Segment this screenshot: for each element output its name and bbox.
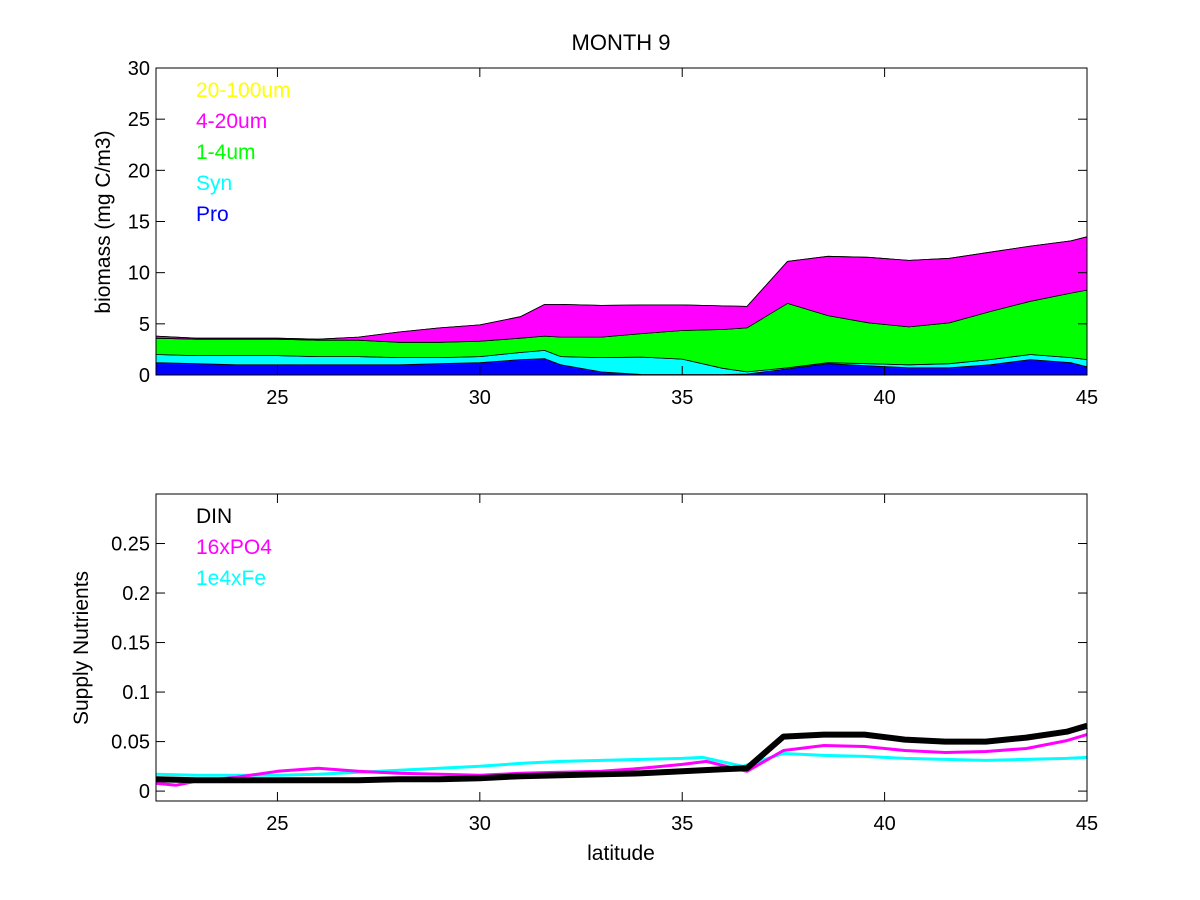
line-din <box>155 722 1088 784</box>
nutrients-plot-frame <box>155 493 1088 802</box>
biomass-y-tick-label: 15 <box>128 212 150 234</box>
biomass-axis-ticks: 25 30 35 40 45 0 5 10 15 20 25 30 <box>128 58 1098 409</box>
biomass-y-tick-label: 30 <box>128 58 150 80</box>
nutrients-legend-entry-16xpo4: 16xPO4 <box>196 536 272 559</box>
biomass-x-tick-label: 40 <box>873 387 895 409</box>
biomass-y-axis-label: biomass (mg C/m3) <box>92 130 115 313</box>
biomass-legend-entry-pro: Pro <box>196 203 229 226</box>
biomass-x-tick-label: 35 <box>671 387 693 409</box>
nutrients-x-tick-label: 45 <box>1076 813 1098 835</box>
nutrients-axis-ticks: 25 30 35 40 45 0 0.05 0.1 0.15 0.2 0.25 <box>111 494 1098 835</box>
biomass-y-tick-label: 10 <box>128 263 150 285</box>
biomass-x-tick-label: 30 <box>469 387 491 409</box>
nutrients-line-series <box>155 722 1088 787</box>
nutrients-legend: DIN 16xPO4 1e4xFe <box>196 505 272 590</box>
nutrients-legend-entry-din: DIN <box>196 505 232 528</box>
biomass-y-tick-label: 5 <box>139 314 150 336</box>
biomass-x-tick-label: 25 <box>266 387 288 409</box>
nutrients-legend-entry-1e4xfe: 1e4xFe <box>196 567 266 590</box>
line-1e4xfe <box>155 752 1088 777</box>
biomass-legend: 20-100um 4-20um 1-4um Syn Pro <box>196 79 291 226</box>
biomass-axes: 25 30 35 40 45 0 5 10 15 20 25 30 biomass (mg C/m3)… <box>92 58 1098 409</box>
nutrients-y-tick-label: 0.1 <box>122 682 150 704</box>
biomass-y-tick-label: 0 <box>139 365 150 387</box>
biomass-area-layers <box>155 236 1088 376</box>
nutrients-x-tick-label: 25 <box>266 813 288 835</box>
nutrients-y-tick-label: 0.15 <box>111 633 150 655</box>
nutrients-y-tick-label: 0.25 <box>111 534 150 556</box>
nutrients-y-tick-label: 0 <box>139 781 150 803</box>
line-16xpo4 <box>155 733 1088 787</box>
biomass-y-tick-label: 20 <box>128 160 150 182</box>
biomass-legend-entry-syn: Syn <box>196 172 232 195</box>
biomass-legend-entry-1-4um: 1-4um <box>196 141 256 164</box>
nutrients-x-tick-label: 30 <box>469 813 491 835</box>
nutrients-x-tick-label: 40 <box>873 813 895 835</box>
biomass-x-tick-label: 45 <box>1076 387 1098 409</box>
biomass-legend-entry-20-100um: 20-100um <box>196 79 291 102</box>
biomass-y-tick-label: 25 <box>128 109 150 131</box>
nutrients-y-tick-label: 0.2 <box>122 583 150 605</box>
biomass-plot-frame <box>155 67 1088 376</box>
figure-title: MONTH 9 <box>572 30 671 55</box>
nutrients-x-axis-label: latitude <box>587 842 655 865</box>
nutrients-y-axis-label: Supply Nutrients <box>70 571 93 725</box>
nutrients-axes: 25 30 35 40 45 0 0.05 0.1 0.15 0.2 0.25 Supply Nut… <box>70 493 1098 865</box>
nutrients-x-tick-label: 35 <box>671 813 693 835</box>
biomass-legend-entry-4-20um: 4-20um <box>196 110 267 133</box>
nutrients-y-tick-label: 0.05 <box>111 732 150 754</box>
